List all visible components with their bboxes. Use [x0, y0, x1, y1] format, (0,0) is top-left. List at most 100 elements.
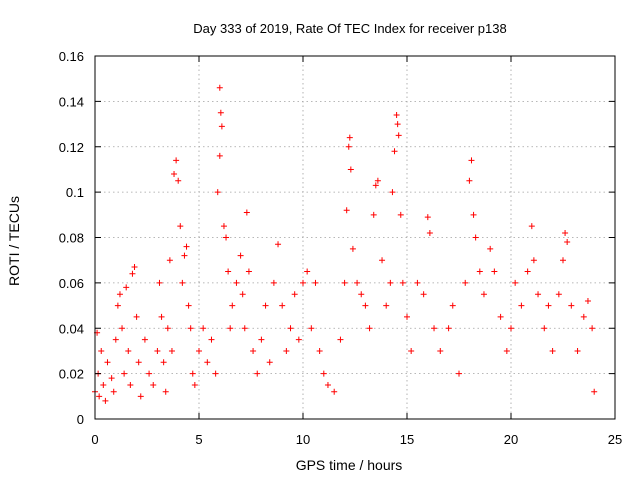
data-point — [549, 347, 556, 354]
data-point — [175, 177, 182, 184]
data-point — [204, 359, 211, 366]
y-tick-label: 0.04 — [59, 321, 84, 336]
y-tick-label: 0.02 — [59, 367, 84, 382]
data-point — [508, 325, 514, 332]
data-point — [121, 370, 128, 377]
data-point — [518, 302, 525, 309]
data-point — [258, 336, 265, 343]
data-point — [245, 268, 252, 275]
data-point — [466, 177, 473, 184]
y-tick-labels: 0 0.02 0.04 0.06 0.08 0.1 0.12 0.14 0.16 — [59, 49, 84, 427]
data-point — [156, 279, 163, 286]
data-point — [414, 279, 421, 286]
data-point — [196, 347, 202, 354]
data-point — [397, 211, 404, 218]
data-point — [243, 209, 250, 216]
data-point — [114, 302, 121, 309]
data-point — [337, 336, 344, 343]
data-point — [456, 370, 462, 377]
data-point — [347, 166, 354, 173]
data-point — [162, 388, 169, 395]
data-point — [584, 298, 591, 305]
data-point — [449, 302, 456, 309]
data-point — [214, 189, 221, 196]
data-point — [254, 370, 261, 377]
data-point — [574, 347, 581, 354]
data-point — [218, 123, 225, 130]
data-point — [119, 325, 126, 332]
data-point — [372, 182, 379, 189]
data-point — [468, 157, 475, 164]
data-point — [408, 347, 415, 354]
data-point — [524, 268, 531, 275]
data-point — [426, 229, 433, 236]
data-point — [391, 148, 398, 155]
data-point — [387, 279, 394, 286]
data-point — [266, 359, 273, 366]
y-tick-label: 0.06 — [59, 276, 84, 291]
data-point — [208, 336, 215, 343]
data-point — [366, 325, 373, 332]
data-point — [181, 252, 188, 259]
data-point — [541, 325, 548, 332]
data-point — [437, 347, 444, 354]
data-point — [564, 239, 571, 246]
data-point — [503, 347, 510, 354]
data-point — [349, 245, 356, 252]
data-point — [300, 279, 306, 286]
x-tick-label: 15 — [400, 432, 414, 447]
data-point — [166, 257, 173, 264]
data-point — [472, 234, 479, 241]
data-point — [324, 381, 331, 388]
y-tick-label: 0.16 — [59, 49, 84, 64]
data-point — [223, 234, 230, 241]
data-point — [233, 279, 240, 286]
data-point — [154, 347, 161, 354]
data-point — [320, 370, 327, 377]
data-point — [279, 302, 286, 309]
y-tick-label: 0.08 — [59, 231, 84, 246]
data-point — [108, 375, 115, 382]
data-point — [270, 279, 277, 286]
data-point — [179, 279, 186, 286]
data-point — [354, 279, 361, 286]
x-tick-label: 25 — [608, 432, 622, 447]
data-point — [241, 325, 248, 332]
data-point — [560, 257, 566, 264]
data-point — [129, 270, 136, 277]
data-point — [146, 370, 153, 377]
data-point — [96, 393, 103, 400]
data-point — [394, 121, 401, 128]
data-point — [580, 313, 587, 320]
data-point — [470, 211, 477, 218]
y-tick-label: 0.14 — [59, 94, 84, 109]
data-point — [568, 302, 575, 309]
data-point — [160, 359, 167, 366]
data-point — [389, 189, 396, 196]
data-point — [528, 223, 535, 230]
data-point — [308, 325, 315, 332]
x-tick-label: 20 — [504, 432, 518, 447]
y-tick-label: 0.12 — [59, 140, 84, 155]
data-point — [399, 279, 406, 286]
data-point — [374, 177, 381, 184]
data-point — [312, 279, 319, 286]
data-point — [275, 241, 282, 248]
data-point — [183, 243, 190, 250]
x-tick-labels: 0 5 10 15 20 25 — [91, 432, 622, 447]
data-point — [304, 268, 311, 275]
data-point — [237, 252, 244, 259]
data-point — [395, 132, 402, 139]
data-point — [137, 393, 144, 400]
data-point — [112, 336, 119, 343]
x-tick-label: 5 — [195, 432, 202, 447]
data-point — [141, 336, 148, 343]
data-point — [591, 388, 598, 395]
data-point — [589, 325, 596, 332]
data-point — [98, 347, 105, 354]
data-point — [123, 284, 130, 291]
data-point — [158, 313, 165, 320]
data-point — [262, 302, 269, 309]
data-point — [445, 325, 452, 332]
